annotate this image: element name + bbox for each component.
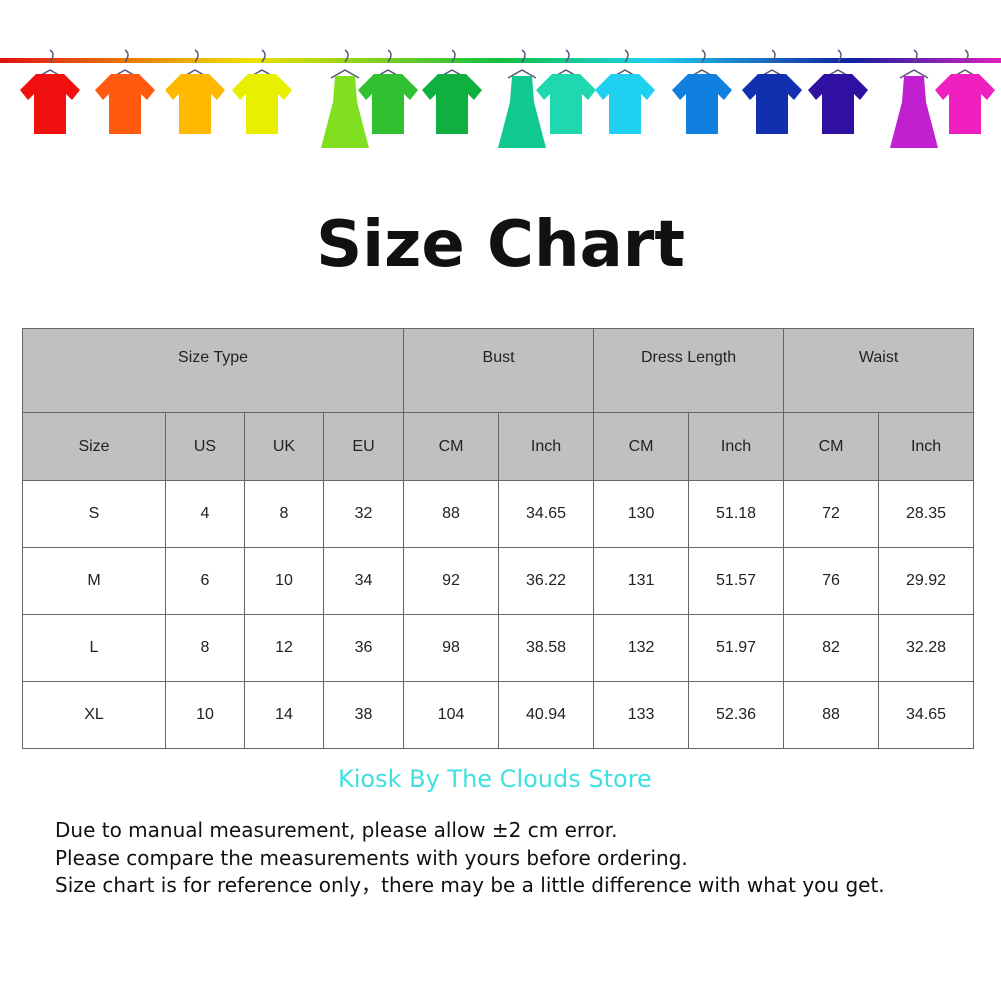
note: Size chart is for reference only，there m…	[55, 873, 885, 897]
table-cell: 88	[783, 681, 880, 749]
table-cell: 10	[165, 681, 245, 749]
garment-icon	[742, 49, 802, 134]
group-header: Dress Length	[593, 328, 785, 413]
table-cell: 12	[244, 614, 324, 682]
table-cell: 72	[783, 480, 880, 548]
table-cell: 34.65	[498, 480, 595, 548]
sub-header: Inch	[498, 412, 595, 481]
garment-icon	[20, 49, 80, 134]
table-cell: 51.18	[688, 480, 785, 548]
group-header: Waist	[783, 328, 975, 413]
garment-icon	[890, 49, 938, 148]
table-cell: 34.65	[878, 681, 975, 749]
sub-header: UK	[244, 412, 324, 481]
sub-header: CM	[403, 412, 500, 481]
table-cell: 29.92	[878, 547, 975, 615]
clothes-line-banner	[0, 49, 1001, 148]
watermark: Kiosk By The Clouds Store	[338, 765, 652, 793]
size-table: Size Type Bust Dress Length Waist Size US UK EU…	[21, 328, 975, 749]
table-cell: 32.28	[878, 614, 975, 682]
garment-icon	[595, 49, 655, 134]
notes: Due to manual measurement, please allow …	[55, 817, 885, 900]
garment-icon	[358, 49, 418, 134]
table-cell: 14	[244, 681, 324, 749]
table-cell: 10	[244, 547, 324, 615]
table-cell: 8	[244, 480, 324, 548]
sub-header: Inch	[688, 412, 785, 481]
page-title: Size Chart	[316, 208, 685, 282]
table-cell: 98	[403, 614, 500, 682]
garment-icon	[95, 49, 155, 134]
garment-icon	[808, 49, 868, 134]
table-cell: 82	[783, 614, 880, 682]
table-cell: 38.58	[498, 614, 595, 682]
table-cell: 8	[165, 614, 245, 682]
table-cell: 34	[322, 547, 405, 615]
group-header-row: Size Type Bust Dress Length Waist	[21, 328, 975, 413]
garment-icon	[498, 49, 546, 148]
sub-header: CM	[783, 412, 880, 481]
table-cell: 76	[783, 547, 880, 615]
table-row: L 8 12 36 98 38.58 132 51.97 82 32.28	[22, 614, 975, 682]
table-row: S 4 8 32 88 34.65 130 51.18 72 28.35	[22, 480, 975, 548]
sub-header: Size	[22, 412, 166, 481]
group-header: Size Type	[21, 328, 405, 413]
table-cell: M	[22, 547, 166, 615]
table-cell: 51.57	[688, 547, 785, 615]
table-cell: 28.35	[878, 480, 975, 548]
note: Please compare the measurements with you…	[55, 845, 688, 870]
table-cell: L	[22, 614, 166, 682]
table-cell: 36.22	[498, 547, 595, 615]
sub-header: US	[165, 412, 245, 481]
table-cell: 40.94	[498, 681, 595, 749]
table-cell: 51.97	[688, 614, 785, 682]
table-cell: 36	[322, 614, 405, 682]
table-cell: XL	[22, 681, 166, 749]
table-cell: 130	[593, 480, 690, 548]
garment-icon	[672, 49, 732, 134]
table-cell: 52.36	[688, 681, 785, 749]
garment-icon	[536, 49, 596, 134]
table-cell: 131	[593, 547, 690, 615]
table-cell: 32	[322, 480, 405, 548]
table-row: XL 10 14 38 104 40.94 133 52.36 88 34.65	[22, 681, 975, 749]
table-cell: 4	[165, 480, 245, 548]
clothes-line	[0, 58, 1001, 63]
note: Due to manual measurement, please allow …	[55, 818, 618, 842]
table-cell: 132	[593, 614, 690, 682]
table-cell: 88	[403, 480, 500, 548]
table-cell: 92	[403, 547, 500, 615]
table-cell: 133	[593, 681, 690, 749]
table-cell: 38	[322, 681, 405, 749]
group-header: Bust	[403, 328, 595, 413]
table-row: M 6 10 34 92 36.22 131 51.57 76 29.92	[22, 547, 975, 615]
garment-icon	[422, 49, 482, 134]
sub-header: Inch	[878, 412, 975, 481]
sub-header-row: Size US UK EU CM Inch CM Inch CM Inch	[22, 412, 975, 481]
table-cell: 6	[165, 547, 245, 615]
sub-header: EU	[322, 412, 405, 481]
garment-icon	[935, 49, 995, 134]
garment-icon	[165, 49, 225, 134]
sub-header: CM	[593, 412, 690, 481]
garment-icon	[321, 49, 369, 148]
table-cell: S	[22, 480, 166, 548]
table-cell: 104	[403, 681, 500, 749]
garment-icon	[232, 49, 292, 134]
